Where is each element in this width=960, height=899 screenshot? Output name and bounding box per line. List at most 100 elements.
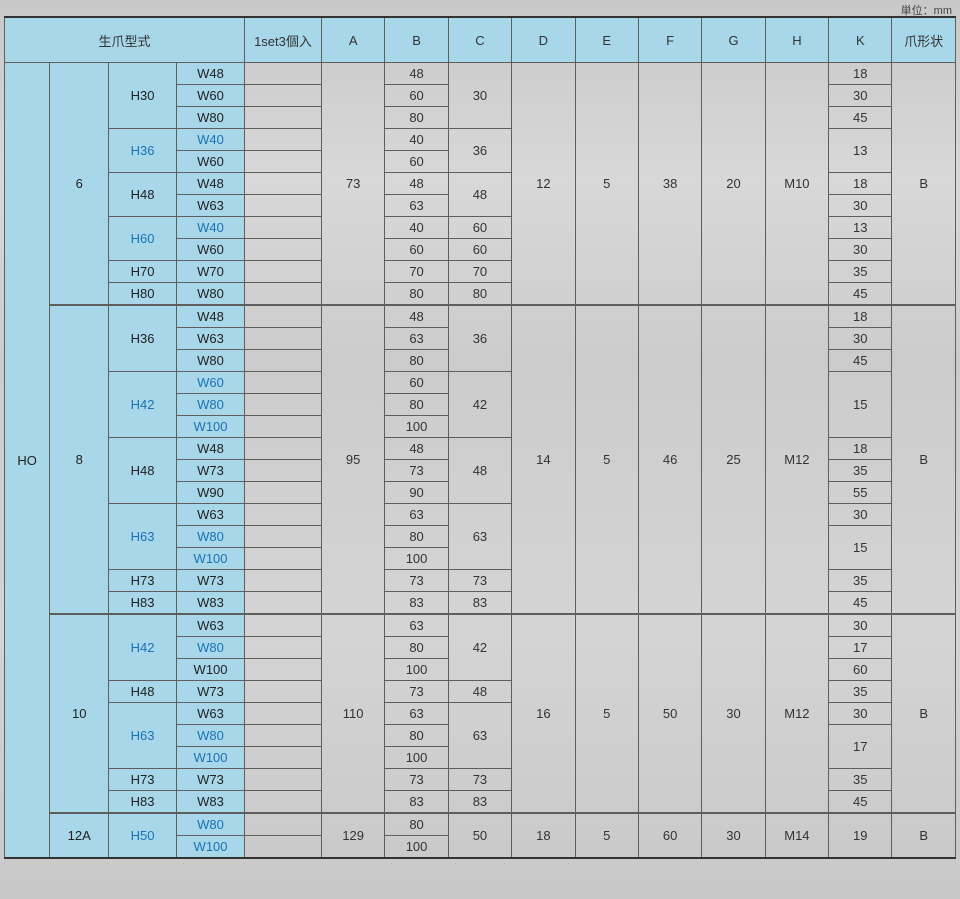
set-cell <box>245 482 322 504</box>
b-cell: 83 <box>385 791 448 814</box>
size-cell: 12A <box>50 813 109 858</box>
set-cell <box>245 460 322 482</box>
c-cell: 73 <box>448 769 511 791</box>
k-cell: 18 <box>829 438 892 460</box>
b-cell: 48 <box>385 173 448 195</box>
header-D: D <box>512 17 575 63</box>
c-cell: 70 <box>448 261 511 283</box>
c-cell: 83 <box>448 791 511 814</box>
k-cell: 30 <box>829 703 892 725</box>
b-cell: 100 <box>385 416 448 438</box>
k-cell: 18 <box>829 305 892 328</box>
c-cell: 63 <box>448 703 511 769</box>
f-cell: 38 <box>638 63 701 306</box>
b-cell: 63 <box>385 614 448 637</box>
set-cell <box>245 416 322 438</box>
set-cell <box>245 129 322 151</box>
spec-table: 生爪型式 1set3個入 A B C D E F G H K 爪形状 HO6H3… <box>4 16 956 859</box>
w-cell: W90 <box>177 482 245 504</box>
h-cell: H70 <box>109 261 177 283</box>
w-cell: W60 <box>177 239 245 261</box>
set-cell <box>245 659 322 681</box>
hcol-cell: M14 <box>765 813 828 858</box>
k-cell: 15 <box>829 526 892 570</box>
w-cell: W60 <box>177 372 245 394</box>
unit-label: 単位：mm <box>901 2 952 18</box>
b-cell: 48 <box>385 438 448 460</box>
shape-cell: B <box>892 813 956 858</box>
a-cell: 95 <box>321 305 384 614</box>
hcol-cell: M10 <box>765 63 828 306</box>
hcol-cell: M12 <box>765 614 828 813</box>
k-cell: 30 <box>829 239 892 261</box>
set-cell <box>245 504 322 526</box>
c-cell: 36 <box>448 129 511 173</box>
h-cell: H83 <box>109 791 177 814</box>
b-cell: 90 <box>385 482 448 504</box>
w-cell: W73 <box>177 681 245 703</box>
k-cell: 17 <box>829 725 892 769</box>
b-cell: 80 <box>385 725 448 747</box>
k-cell: 35 <box>829 570 892 592</box>
header-A: A <box>321 17 384 63</box>
d-cell: 18 <box>512 813 575 858</box>
w-cell: W80 <box>177 350 245 372</box>
w-cell: W100 <box>177 416 245 438</box>
w-cell: W73 <box>177 460 245 482</box>
b-cell: 80 <box>385 107 448 129</box>
w-cell: W80 <box>177 637 245 659</box>
w-cell: W80 <box>177 394 245 416</box>
h-cell: H42 <box>109 614 177 681</box>
c-cell: 36 <box>448 305 511 372</box>
set-cell <box>245 195 322 217</box>
c-cell: 48 <box>448 173 511 217</box>
set-cell <box>245 703 322 725</box>
b-cell: 80 <box>385 637 448 659</box>
shape-cell: B <box>892 614 956 813</box>
h-cell: H50 <box>109 813 177 858</box>
b-cell: 100 <box>385 659 448 681</box>
h-cell: H48 <box>109 173 177 217</box>
b-cell: 80 <box>385 350 448 372</box>
w-cell: W73 <box>177 570 245 592</box>
set-cell <box>245 85 322 107</box>
b-cell: 60 <box>385 85 448 107</box>
page-root: 単位：mm 生爪型式 1set3個入 A B C D E F G H K 爪形状… <box>0 0 960 899</box>
set-cell <box>245 791 322 814</box>
w-cell: W80 <box>177 107 245 129</box>
set-cell <box>245 813 322 836</box>
set-cell <box>245 239 322 261</box>
set-cell <box>245 438 322 460</box>
k-cell: 45 <box>829 791 892 814</box>
k-cell: 35 <box>829 261 892 283</box>
set-cell <box>245 107 322 129</box>
b-cell: 60 <box>385 372 448 394</box>
set-cell <box>245 151 322 173</box>
h-cell: H73 <box>109 570 177 592</box>
table-row: HO6H30W487348301253820M1018B <box>5 63 956 85</box>
w-cell: W63 <box>177 703 245 725</box>
c-cell: 48 <box>448 438 511 504</box>
hcol-cell: M12 <box>765 305 828 614</box>
k-cell: 13 <box>829 217 892 239</box>
set-cell <box>245 637 322 659</box>
w-cell: W83 <box>177 592 245 615</box>
set-cell <box>245 769 322 791</box>
w-cell: W83 <box>177 791 245 814</box>
w-cell: W48 <box>177 63 245 85</box>
e-cell: 5 <box>575 305 638 614</box>
c-cell: 63 <box>448 504 511 570</box>
h-cell: H36 <box>109 129 177 173</box>
shape-cell: B <box>892 305 956 614</box>
header-K: K <box>829 17 892 63</box>
w-cell: W60 <box>177 85 245 107</box>
w-cell: W48 <box>177 438 245 460</box>
c-cell: 30 <box>448 63 511 129</box>
d-cell: 12 <box>512 63 575 306</box>
w-cell: W40 <box>177 129 245 151</box>
h-cell: H30 <box>109 63 177 129</box>
w-cell: W80 <box>177 813 245 836</box>
table-row: 12AH50W8012980501856030M1419B <box>5 813 956 836</box>
set-cell <box>245 350 322 372</box>
header-shape: 爪形状 <box>892 17 956 63</box>
